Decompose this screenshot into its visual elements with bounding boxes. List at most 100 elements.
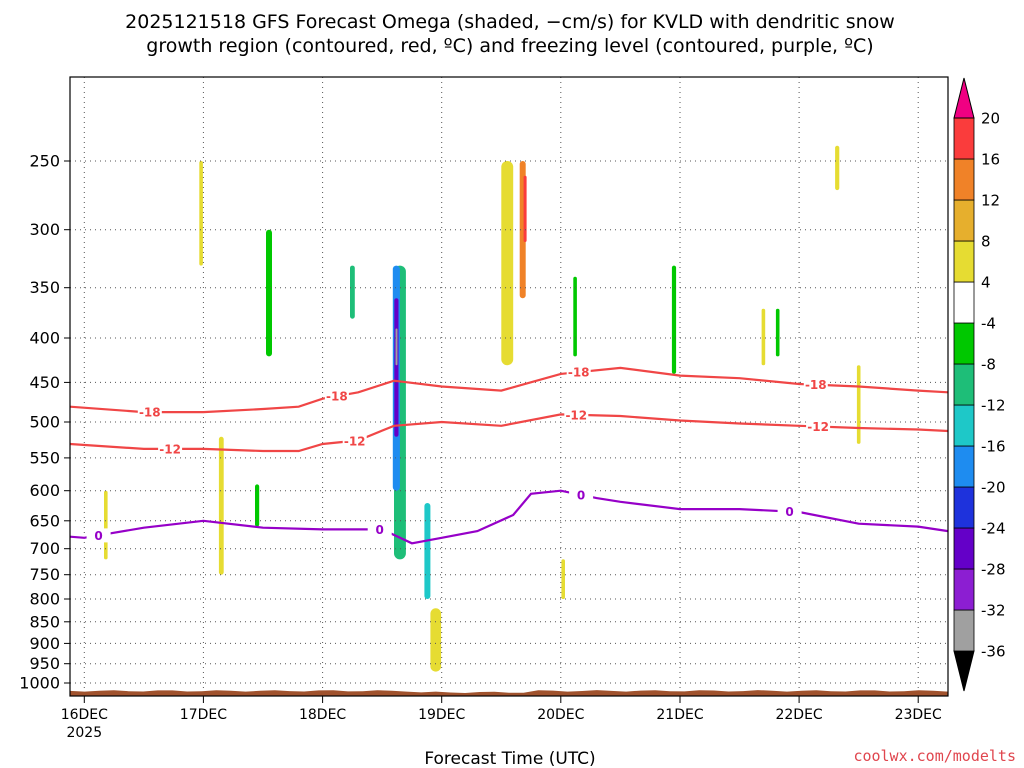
colorbar-segment-2 xyxy=(953,527,975,570)
contour-label-2-0: 0 xyxy=(94,529,102,543)
y-tick-label-600: 600 xyxy=(29,481,60,500)
chart-title: 2025121518 GFS Forecast Omega (shaded, −… xyxy=(125,11,895,57)
contour-label-bg-1-2 xyxy=(564,407,589,422)
y-axis: 250 300 350 400 450 500 550 600 650 700 750 800 850 9… xyxy=(19,152,70,693)
colorbar-segment-11 xyxy=(953,158,975,201)
omega-cell-11 xyxy=(255,484,260,527)
colorbar-label-11: 12 xyxy=(981,192,1000,210)
y-tick-label-500: 500 xyxy=(29,413,60,432)
omega-cell-16 xyxy=(671,265,677,374)
colorbar-label-7: -8 xyxy=(981,356,996,374)
x-tick-label-7: 23DEC xyxy=(895,707,942,723)
omega-cell-23 xyxy=(350,265,355,319)
omega-cell-15 xyxy=(573,276,577,357)
omega-cell-13 xyxy=(218,436,224,575)
x-tick-label-6: 22DEC xyxy=(775,707,822,723)
contour-label-bg-1-3 xyxy=(806,419,831,434)
y-tick-label-750: 750 xyxy=(29,565,60,584)
contour-label-2-1: 0 xyxy=(376,523,384,537)
y-tick-label-400: 400 xyxy=(29,329,60,348)
colorbar-label-13: 20 xyxy=(981,110,1000,128)
colorbar-upper-arrow xyxy=(953,77,975,119)
plot-area: -18 -18 -18 -18 -12 -12 -12 -12 0 0 0 0 xyxy=(69,76,949,697)
terrain-surface xyxy=(70,690,948,696)
colorbar-label-6: -12 xyxy=(981,397,1006,415)
contour-label-0-1: -18 xyxy=(326,390,348,404)
colorbar: -36 -32 -28 -24 -20 -16 -12 -8 -4 4 8 12 16 20 xyxy=(953,77,1006,692)
y-tick-label-650: 650 xyxy=(29,511,60,530)
temperature-contours: -18 -18 -18 -18 -12 -12 -12 -12 0 0 0 0 xyxy=(69,365,949,545)
colorbar-label-3: -24 xyxy=(981,520,1006,538)
colorbar-segment-4 xyxy=(953,445,975,488)
colorbar-segment-3 xyxy=(953,486,975,529)
contour-label-1-2: -12 xyxy=(565,408,587,422)
y-tick-label-300: 300 xyxy=(29,220,60,239)
x-axis: 16DEC 2025 17DEC 18DEC 19DEC 20DEC 21DEC 22DEC 2… xyxy=(61,696,942,741)
credit-text: coolwx.com/modelts xyxy=(853,747,1016,765)
contour-label-2-2: 0 xyxy=(577,488,585,502)
colorbar-segment-10 xyxy=(953,199,975,242)
y-tick-label-550: 550 xyxy=(29,448,60,467)
contour-label-bg-0-3 xyxy=(803,377,828,392)
colorbar-segment-12 xyxy=(953,117,975,160)
colorbar-label-2: -28 xyxy=(981,561,1006,579)
x-tick-sublabel-0: 2025 xyxy=(66,725,102,741)
contour-label-bg-2-0 xyxy=(86,528,111,543)
omega-cell-2 xyxy=(394,298,399,437)
contour-label-bg-0-2 xyxy=(566,365,591,380)
omega-cell-19 xyxy=(856,365,861,444)
colorbar-label-10: 8 xyxy=(981,233,991,251)
omega-cell-4 xyxy=(424,503,431,599)
omega-cell-18 xyxy=(835,145,840,191)
colorbar-label-4: -20 xyxy=(981,479,1006,497)
contour-label-2-3: 0 xyxy=(785,505,793,519)
y-tick-label-800: 800 xyxy=(29,590,60,609)
y-tick-label-950: 950 xyxy=(29,654,60,673)
colorbar-segment-9 xyxy=(953,240,975,283)
colorbar-segment-1 xyxy=(953,568,975,611)
omega-cell-14 xyxy=(199,161,203,266)
plot-frame xyxy=(69,76,949,697)
x-tick-label-2: 18DEC xyxy=(299,707,346,723)
omega-cell-10 xyxy=(523,175,527,242)
contour-label-bg-1-1 xyxy=(342,433,367,448)
omega-shading xyxy=(104,145,861,672)
colorbar-label-5: -16 xyxy=(981,438,1006,456)
omega-cell-20 xyxy=(561,559,565,599)
contour-label-bg-0-1 xyxy=(324,389,349,404)
y-tick-label-350: 350 xyxy=(29,278,60,297)
x-tick-label-4: 20DEC xyxy=(537,707,584,723)
contour-label-0-2: -18 xyxy=(568,366,590,380)
colorbar-segment-6 xyxy=(953,363,975,406)
y-tick-label-900: 900 xyxy=(29,634,60,653)
x-axis-title: Forecast Time (UTC) xyxy=(424,749,595,768)
colorbar-label-1: -32 xyxy=(981,602,1006,620)
chart-title-line-2: growth region (contoured, red, ºC) and f… xyxy=(146,35,873,57)
y-tick-label-1000: 1000 xyxy=(19,674,60,693)
x-tick-label-0: 16DEC xyxy=(61,707,108,723)
y-tick-label-450: 450 xyxy=(29,373,60,392)
colorbar-label-9: 4 xyxy=(981,274,991,292)
omega-cell-17 xyxy=(761,308,766,366)
grid-lines xyxy=(70,77,948,696)
omega-cell-12 xyxy=(266,229,272,357)
colorbar-segment-8 xyxy=(953,281,975,324)
chart-title-line-1: 2025121518 GFS Forecast Omega (shaded, −… xyxy=(125,11,895,33)
x-tick-label-3: 19DEC xyxy=(418,707,465,723)
contour-label-0-3: -18 xyxy=(805,378,827,392)
colorbar-label-12: 16 xyxy=(981,151,1000,169)
x-tick-label-5: 21DEC xyxy=(656,707,703,723)
colorbar-label-0: -36 xyxy=(981,643,1006,661)
omega-cell-22 xyxy=(775,308,780,357)
contour-label-bg-2-1 xyxy=(367,522,392,537)
x-tick-label-1: 17DEC xyxy=(180,707,227,723)
omega-cell-3 xyxy=(395,328,398,366)
contour-label-bg-2-3 xyxy=(777,504,802,519)
contour-label-1-0: -12 xyxy=(159,442,181,456)
contour-label-bg-1-0 xyxy=(158,441,183,456)
colorbar-segment-7 xyxy=(953,322,975,365)
omega-cell-8 xyxy=(501,161,514,366)
colorbar-segment-0 xyxy=(953,609,975,652)
colorbar-label-8: -4 xyxy=(981,315,996,333)
